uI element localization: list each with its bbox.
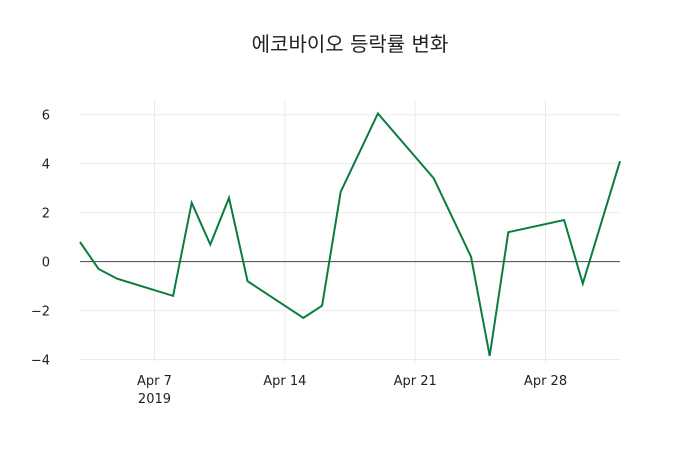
- y-tick-label: −2: [31, 305, 50, 320]
- x-tick-label: Apr 28: [524, 374, 567, 389]
- y-tick-label: 6: [42, 109, 50, 124]
- y-tick-label: 0: [42, 256, 50, 271]
- x-axis-ticks: Apr 7 2019 Apr 14 Apr 21 Apr 28: [137, 374, 567, 407]
- y-tick-label: 2: [42, 207, 50, 222]
- y-axis-ticks: −4 −2 0 2 4 6: [31, 109, 50, 369]
- y-tick-label: 4: [42, 158, 50, 173]
- gridlines: [80, 100, 620, 362]
- series-line[interactable]: [79, 111, 621, 357]
- x-tick-label: Apr 21: [394, 374, 437, 389]
- x-tick-label: Apr 7: [137, 374, 172, 389]
- y-tick-label: −4: [31, 354, 50, 369]
- x-tick-year-label: 2019: [138, 392, 171, 407]
- x-tick-label: Apr 14: [263, 374, 306, 389]
- chart-title: 에코바이오 등락률 변화: [251, 32, 449, 56]
